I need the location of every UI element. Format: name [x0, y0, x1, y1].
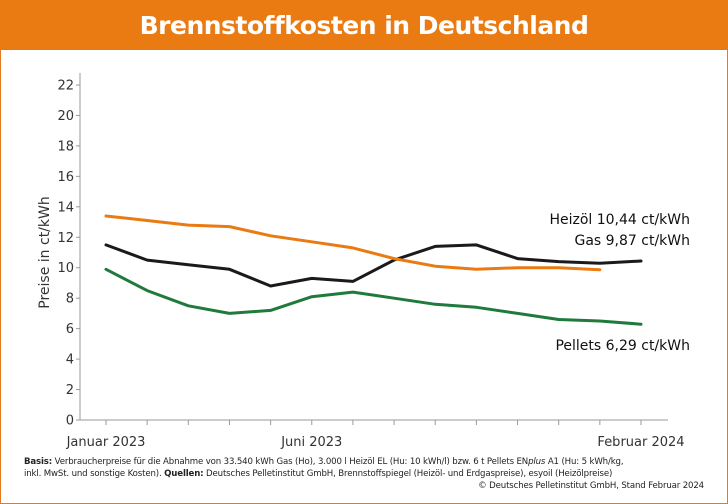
y-tick-label: 16	[57, 170, 74, 185]
series-end-label-name: Gas	[574, 233, 605, 249]
series-end-label-value: 10,44 ct/kWh	[597, 212, 690, 228]
series-line-pellets	[104, 267, 643, 326]
quellen-label: Quellen:	[164, 469, 204, 479]
series-end-label: Gas 9,87 ct/kWh	[574, 233, 690, 249]
footer-line2-a: inkl. MwSt. und sonstige Kosten).	[24, 469, 165, 479]
quellen-text: Deutsches Pelletinstitut GmbH, Brennstof…	[203, 469, 613, 479]
series-end-label: Heizöl 10,44 ct/kWh	[549, 212, 690, 228]
y-tick-label: 20	[57, 109, 74, 124]
x-tick-label: Juni 2023	[280, 435, 342, 450]
title-bar: Brennstoffkosten in Deutschland	[0, 0, 728, 50]
x-tick-label: Februar 2024	[597, 435, 684, 450]
enplus-text: plus	[528, 457, 546, 467]
footer-line-1: Basis: Verbraucherpreise für die Abnahme…	[24, 456, 704, 468]
series-end-label-name: Pellets	[555, 338, 605, 354]
y-tick-label: 10	[57, 261, 74, 276]
basis-text: Verbraucherpreise für die Abnahme von 33…	[52, 457, 529, 467]
y-tick-label: 6	[66, 322, 74, 337]
footer-line-2: inkl. MwSt. und sonstige Kosten). Quelle…	[24, 468, 704, 480]
basis-label: Basis:	[24, 457, 53, 467]
y-tick-label: 22	[57, 79, 74, 94]
series-end-label: Pellets 6,29 ct/kWh	[555, 338, 690, 354]
chart-footer: Basis: Verbraucherpreise für die Abnahme…	[24, 456, 704, 492]
series-end-label-value: 9,87 ct/kWh	[606, 233, 690, 249]
y-tick-label: 4	[66, 353, 74, 368]
series-line-gas	[104, 214, 602, 272]
chart-title: Brennstoffkosten in Deutschland	[139, 10, 589, 40]
y-tick-label: 2	[66, 383, 74, 398]
y-tick-label: 18	[57, 139, 74, 154]
y-tick-label: 0	[66, 414, 74, 429]
copyright-text: © Deutsches Pelletinstitut GmbH, Stand F…	[478, 481, 704, 491]
y-axis-label: Preise in ct/kWh	[37, 196, 53, 308]
series-end-label-value: 6,29 ct/kWh	[606, 338, 690, 354]
series-line-heizoel	[104, 243, 643, 288]
y-tick-label: 12	[57, 231, 74, 246]
y-tick-label: 8	[66, 292, 74, 307]
basis-text-2: A1 (Hu: 5 kWh/kg,	[545, 457, 624, 467]
series-end-label-name: Heizöl	[549, 212, 596, 228]
footer-line-3: © Deutsches Pelletinstitut GmbH, Stand F…	[24, 480, 704, 492]
x-tick-label: Januar 2023	[66, 435, 146, 450]
y-tick-label: 14	[57, 200, 74, 215]
